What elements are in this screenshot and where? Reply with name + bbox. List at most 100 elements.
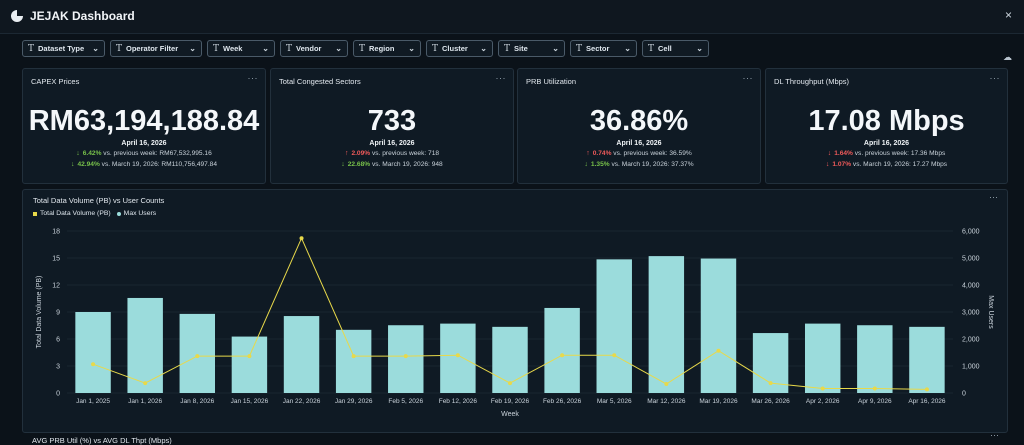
kpi-value: 733	[367, 105, 417, 137]
y2-tick-label: 2,000	[962, 337, 980, 344]
text-type-icon: T	[648, 43, 655, 54]
text-type-icon: T	[28, 43, 35, 54]
chevron-down-icon: ⌄	[335, 44, 342, 53]
text-type-icon: T	[576, 43, 583, 54]
kpi-date: April 16, 2026	[369, 140, 415, 147]
x-tick-label: Jan 1, 2025	[76, 398, 110, 405]
dashboard-logo-icon	[11, 10, 23, 22]
arrow-up-icon: ↑	[586, 150, 590, 157]
y2-axis-title: Max Users	[987, 295, 994, 329]
bar	[544, 307, 580, 393]
x-tick-label: Feb 12, 2026	[439, 398, 478, 405]
legend-label: Total Data Volume (PB)	[40, 210, 111, 217]
bar	[440, 323, 476, 393]
kpi-date: April 16, 2026	[121, 140, 167, 147]
bar	[231, 336, 268, 393]
legend-item-data-volume[interactable]: Total Data Volume (PB)	[33, 210, 111, 217]
bar	[700, 258, 737, 393]
filter-sector[interactable]: T Sector ⌄	[570, 40, 637, 57]
filter-operator[interactable]: T Operator Filter ⌄	[110, 40, 202, 57]
y-axis-title: Total Data Volume (PB)	[36, 276, 43, 349]
filter-label: Week	[223, 44, 243, 53]
line-point	[247, 354, 252, 359]
kpi-comparison-previous-week: ↑ 2.09% vs. previous week: 718	[271, 150, 513, 157]
more-options-icon[interactable]: ···	[495, 73, 506, 83]
chevron-down-icon: ⌄	[408, 44, 415, 53]
change-percent: 2.09%	[351, 150, 371, 157]
filter-cell[interactable]: T Cell ⌄	[642, 40, 709, 57]
x-tick-label: Apr 9, 2026	[858, 398, 892, 405]
comparison-text: vs. previous week: 17.36 Mbps	[852, 150, 946, 157]
x-tick-label: Jan 29, 2026	[335, 398, 373, 405]
x-tick-label: Jan 1, 2026	[128, 398, 162, 405]
filter-week[interactable]: T Week ⌄	[207, 40, 275, 57]
filter-site[interactable]: T Site ⌄	[498, 40, 565, 57]
change-percent: 6.42%	[82, 150, 102, 157]
kpi-date: April 16, 2026	[616, 140, 662, 147]
y-tick-label: 9	[56, 310, 60, 317]
more-options-icon[interactable]: ···	[742, 73, 753, 83]
y-tick-label: 18	[52, 229, 60, 236]
filter-region[interactable]: T Region ⌄	[353, 40, 421, 57]
filter-label: Cell	[658, 44, 672, 53]
line-point	[664, 382, 669, 386]
more-options-icon[interactable]: ···	[989, 192, 998, 202]
y2-tick-label: 0	[962, 391, 966, 398]
kpi-value: 17.08 Mbps	[808, 105, 965, 137]
comparison-text: vs. previous week: 36.59%	[611, 150, 692, 157]
text-type-icon: T	[286, 43, 293, 54]
comparison-text: vs. previous week: 718	[370, 150, 440, 157]
comparison-text: vs. March 19, 2026: 17.27 Mbps	[851, 161, 948, 168]
legend-label: Max Users	[123, 210, 157, 217]
chevron-down-icon: ⌄	[189, 44, 196, 53]
line-point	[716, 348, 721, 353]
legend-item-max-users[interactable]: Max Users	[116, 210, 157, 217]
cloud-sync-icon[interactable]: ☁	[1003, 52, 1012, 62]
chart-title: Total Data Volume (PB) vs User Counts	[33, 196, 165, 205]
change-percent: 1.07%	[832, 161, 852, 168]
x-tick-label: Feb 5, 2026	[388, 398, 423, 405]
card-title: PRB Utilization	[526, 77, 577, 86]
more-options-icon[interactable]: ···	[989, 73, 1000, 83]
arrow-down-icon: ↓	[584, 161, 588, 168]
card-title: Total Congested Sectors	[279, 77, 361, 86]
text-type-icon: T	[504, 43, 511, 54]
arrow-down-icon: ↓	[825, 161, 830, 168]
arrow-down-icon: ↓	[341, 161, 345, 168]
x-axis-title: Week	[501, 411, 519, 418]
line-point	[508, 381, 512, 386]
filter-cluster[interactable]: T Cluster ⌄	[426, 40, 493, 57]
comparison-text: vs. previous week: RM67,532,995.16	[101, 150, 212, 157]
bar	[283, 316, 320, 393]
line-point	[91, 362, 96, 367]
y2-tick-label: 5,000	[962, 256, 980, 263]
line-point	[768, 381, 773, 386]
y2-tick-label: 6,000	[962, 229, 980, 236]
y2-tick-label: 3,000	[962, 310, 980, 317]
bar	[857, 325, 893, 393]
chevron-down-icon: ⌄	[696, 44, 703, 53]
bar	[335, 329, 372, 393]
x-tick-label: Apr 2, 2026	[806, 398, 840, 405]
legend-swatch	[116, 211, 121, 216]
close-icon[interactable]: ×	[1005, 8, 1013, 22]
chart-legend: Total Data Volume (PB) Max Users	[33, 210, 156, 217]
bar	[596, 259, 632, 393]
more-options-icon[interactable]: ···	[990, 430, 999, 440]
x-tick-label: Feb 26, 2026	[543, 398, 582, 405]
filter-vendor[interactable]: T Vendor ⌄	[280, 40, 348, 57]
more-options-icon[interactable]: ···	[247, 73, 258, 83]
chevron-down-icon: ⌄	[480, 44, 487, 53]
filter-label: Cluster	[442, 44, 468, 53]
arrow-down-icon: ↓	[76, 150, 80, 157]
line-point	[560, 353, 565, 358]
x-tick-label: Mar 12, 2026	[647, 398, 686, 405]
change-percent: 1.35%	[590, 161, 610, 168]
filter-dataset-type[interactable]: T Dataset Type ⌄	[22, 40, 105, 57]
y-tick-label: 15	[52, 256, 60, 263]
y-tick-label: 6	[56, 337, 60, 344]
filter-label: Site	[514, 44, 528, 53]
y2-tick-label: 1,000	[962, 364, 980, 371]
x-tick-label: Apr 16, 2026	[908, 398, 946, 405]
change-percent: 22.68%	[347, 161, 371, 168]
